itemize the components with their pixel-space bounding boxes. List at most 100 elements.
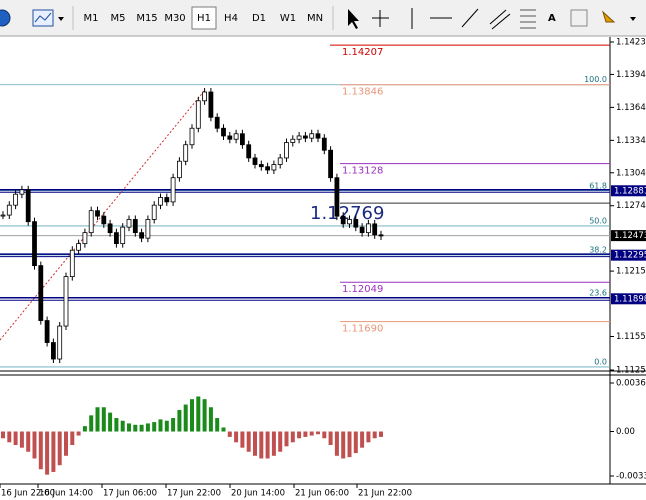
macd-bar: [32, 431, 37, 459]
toolbar: M1 M5 M15 M30 H1 H4 D1 W1 MN A: [0, 0, 646, 37]
candle-body: [13, 193, 19, 206]
timeframe-button[interactable]: M1: [84, 13, 99, 24]
chart-area: [0, 38, 610, 371]
macd-bar: [316, 431, 320, 435]
macd-bar: [82, 426, 87, 432]
macd-bar: [341, 431, 346, 459]
price-level-label: 1.12049: [342, 284, 383, 295]
macd-bar: [284, 431, 289, 447]
candle-body: [0, 214, 6, 217]
candle-body: [82, 232, 88, 245]
price-marker: [611, 249, 646, 261]
timeframe-button[interactable]: MN: [307, 13, 323, 24]
channel-tool[interactable]: [489, 9, 511, 30]
macd-bar: [271, 431, 276, 456]
candle-body: [183, 144, 189, 162]
candle-body: [63, 276, 69, 327]
macd-bar: [297, 431, 302, 439]
fib-label: 23.6: [589, 289, 607, 298]
macd-bar: [202, 399, 207, 432]
macd-bar: [234, 431, 239, 443]
price-level-label: 1.11690: [342, 324, 383, 335]
price-level-label: 1.14207: [342, 47, 383, 58]
candle-body: [239, 133, 245, 146]
label-tool[interactable]: [570, 9, 588, 27]
macd-bar: [89, 415, 94, 432]
timeframe-button[interactable]: M15: [136, 13, 157, 24]
candle-body: [158, 197, 163, 206]
candle-body: [57, 325, 63, 360]
macd-bar: [290, 431, 295, 443]
macd-bar: [127, 423, 131, 432]
macd-bar: [240, 431, 245, 448]
dropdown[interactable]: [58, 17, 64, 21]
candle-body: [302, 135, 308, 139]
macd-bar: [309, 431, 314, 436]
price-marker-label: 1.12881: [614, 186, 646, 196]
macd-bar: [108, 412, 113, 432]
fib-label: 100.0: [584, 75, 607, 84]
tick-label: 1.13640: [616, 103, 646, 113]
macd-bar: [183, 404, 188, 432]
trendline-tool[interactable]: [461, 8, 479, 28]
candle-body: [328, 149, 334, 179]
macd-bar: [57, 431, 62, 466]
candle-body: [69, 249, 75, 277]
macd-bar: [303, 431, 308, 437]
candle-body: [265, 166, 271, 171]
macd-bar: [246, 431, 251, 452]
price-marker-label: 1.12295: [614, 251, 646, 261]
time-label: 21 Jun 06:00: [295, 489, 349, 499]
candle-body: [221, 127, 226, 137]
price-level-label: 1.13128: [342, 166, 383, 177]
timeframe-button[interactable]: D1: [252, 13, 266, 24]
time-label: 21 Jun 22:00: [358, 489, 412, 499]
crosshair-tool[interactable]: [372, 10, 389, 27]
timeframe-button[interactable]: M30: [164, 13, 185, 24]
candle-body: [296, 135, 302, 140]
active-timeframe: [191, 6, 217, 30]
timeframe-button[interactable]: M5: [111, 13, 126, 24]
timeframe-button[interactable]: H4: [224, 13, 238, 24]
text-tool[interactable]: A: [548, 13, 556, 24]
tick-label: 1.13340: [616, 136, 646, 146]
timeframe-button[interactable]: H1: [197, 13, 211, 24]
candle-body: [164, 197, 170, 203]
time-label: 20 Jun 14:00: [231, 489, 285, 499]
candle-body: [378, 234, 384, 237]
cursor-tool[interactable]: [348, 9, 359, 29]
price-marker-label: 1.12473: [614, 231, 646, 241]
candle-body: [340, 215, 346, 225]
fib-label: 0.0: [594, 357, 607, 366]
macd-bar: [45, 431, 50, 475]
candle-body: [195, 100, 201, 129]
candle-body: [19, 189, 25, 195]
candle-body: [233, 133, 239, 140]
macd-bar: [70, 431, 75, 445]
candle-body: [120, 226, 126, 245]
timeframe-button[interactable]: W1: [280, 13, 296, 24]
candle-body: [88, 210, 94, 234]
macd-bar: [101, 407, 106, 432]
fibonacci-tool[interactable]: [520, 9, 536, 29]
macd-bar: [158, 419, 163, 432]
candle-body: [51, 342, 56, 360]
tick-label: 0.0036: [616, 379, 646, 389]
candle-body: [132, 219, 138, 234]
clock-icon[interactable]: [0, 9, 11, 27]
time-label: 17 Jun 06:00: [103, 489, 157, 499]
time-label: 17 Jun 22:00: [167, 489, 221, 499]
candle-body: [347, 219, 352, 225]
dropdown[interactable]: [630, 17, 636, 21]
candle-body: [76, 243, 81, 251]
candle-body: [6, 204, 12, 216]
macd-bar: [278, 431, 283, 452]
macd-bar: [26, 431, 31, 452]
arrow-tool[interactable]: [602, 10, 616, 23]
macd-bar: [38, 431, 43, 470]
tick-label: 1.13940: [616, 70, 646, 80]
tick-label: 1.11555: [616, 332, 646, 342]
macd-bar: [353, 431, 358, 454]
